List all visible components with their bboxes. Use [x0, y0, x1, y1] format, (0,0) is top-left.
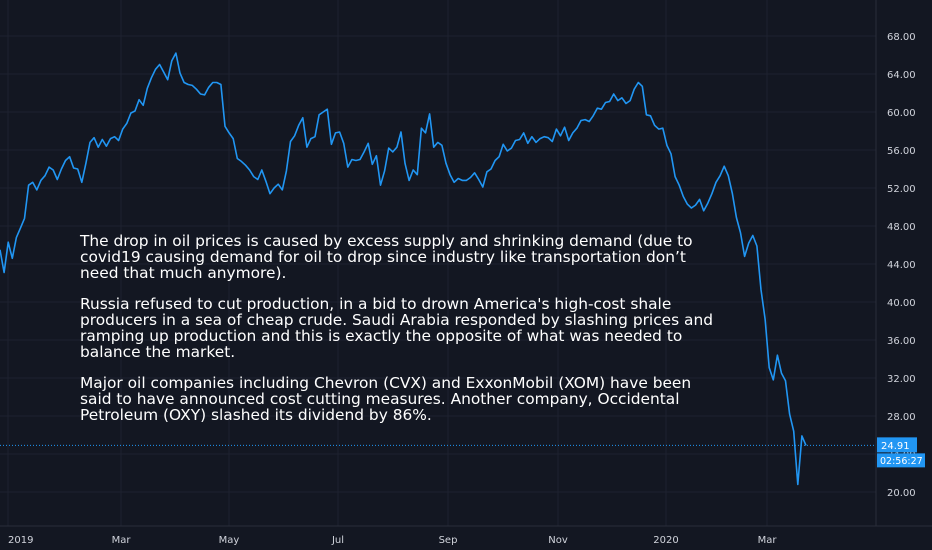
y-tick-label: 48.00 [887, 222, 916, 233]
y-tick-label: 64.00 [887, 70, 916, 81]
y-tick-label: 20.00 [887, 488, 916, 499]
annotation-paragraph-2: Russia refused to cut production, in a b… [80, 295, 713, 361]
x-tick-label: 2019 [8, 535, 33, 546]
y-tick-label: 32.00 [887, 374, 916, 385]
current-price-label: 24.91 [881, 441, 910, 452]
y-tick-label: 60.00 [887, 108, 916, 119]
current-price-badge [877, 437, 917, 453]
x-tick-label: Jul [331, 535, 344, 546]
y-tick-label: 44.00 [887, 260, 916, 271]
x-tick-label: Mar [758, 535, 778, 546]
y-tick-label: 56.00 [887, 146, 916, 157]
x-tick-label: Mar [112, 535, 132, 546]
annotation-paragraph-3: Major oil companies including Chevron (C… [80, 374, 692, 424]
y-tick-label: 52.00 [887, 184, 916, 195]
y-tick-label: 36.00 [887, 336, 916, 347]
countdown-label: 02:56:27 [880, 456, 923, 467]
horizontal-gridlines [0, 35, 876, 493]
price-series-line [0, 52, 807, 486]
x-tick-label: May [219, 535, 240, 546]
y-tick-label: 28.00 [887, 412, 916, 423]
time-axis[interactable]: 2019 Mar May Jul Sep Nov 2020 Mar [8, 535, 777, 546]
annotation-paragraph-1: The drop in oil prices is caused by exce… [80, 232, 693, 282]
annotation-text: The drop in oil prices is caused by exce… [80, 232, 720, 439]
vertical-gridlines [7, 0, 768, 526]
x-tick-label: Sep [439, 535, 458, 546]
series-layer [0, 52, 807, 486]
current-price-label-layer: 24.91 02:56:27 [877, 437, 925, 468]
countdown-badge [877, 453, 925, 468]
x-tick-label: 2020 [653, 535, 678, 546]
y-tick-label: 68.00 [887, 32, 916, 43]
x-tick-label: Nov [548, 535, 568, 546]
price-axis[interactable]: 68.00 64.00 60.00 56.00 52.00 48.00 44.00 40.00… [887, 32, 916, 499]
y-tick-label: 40.00 [887, 298, 916, 309]
